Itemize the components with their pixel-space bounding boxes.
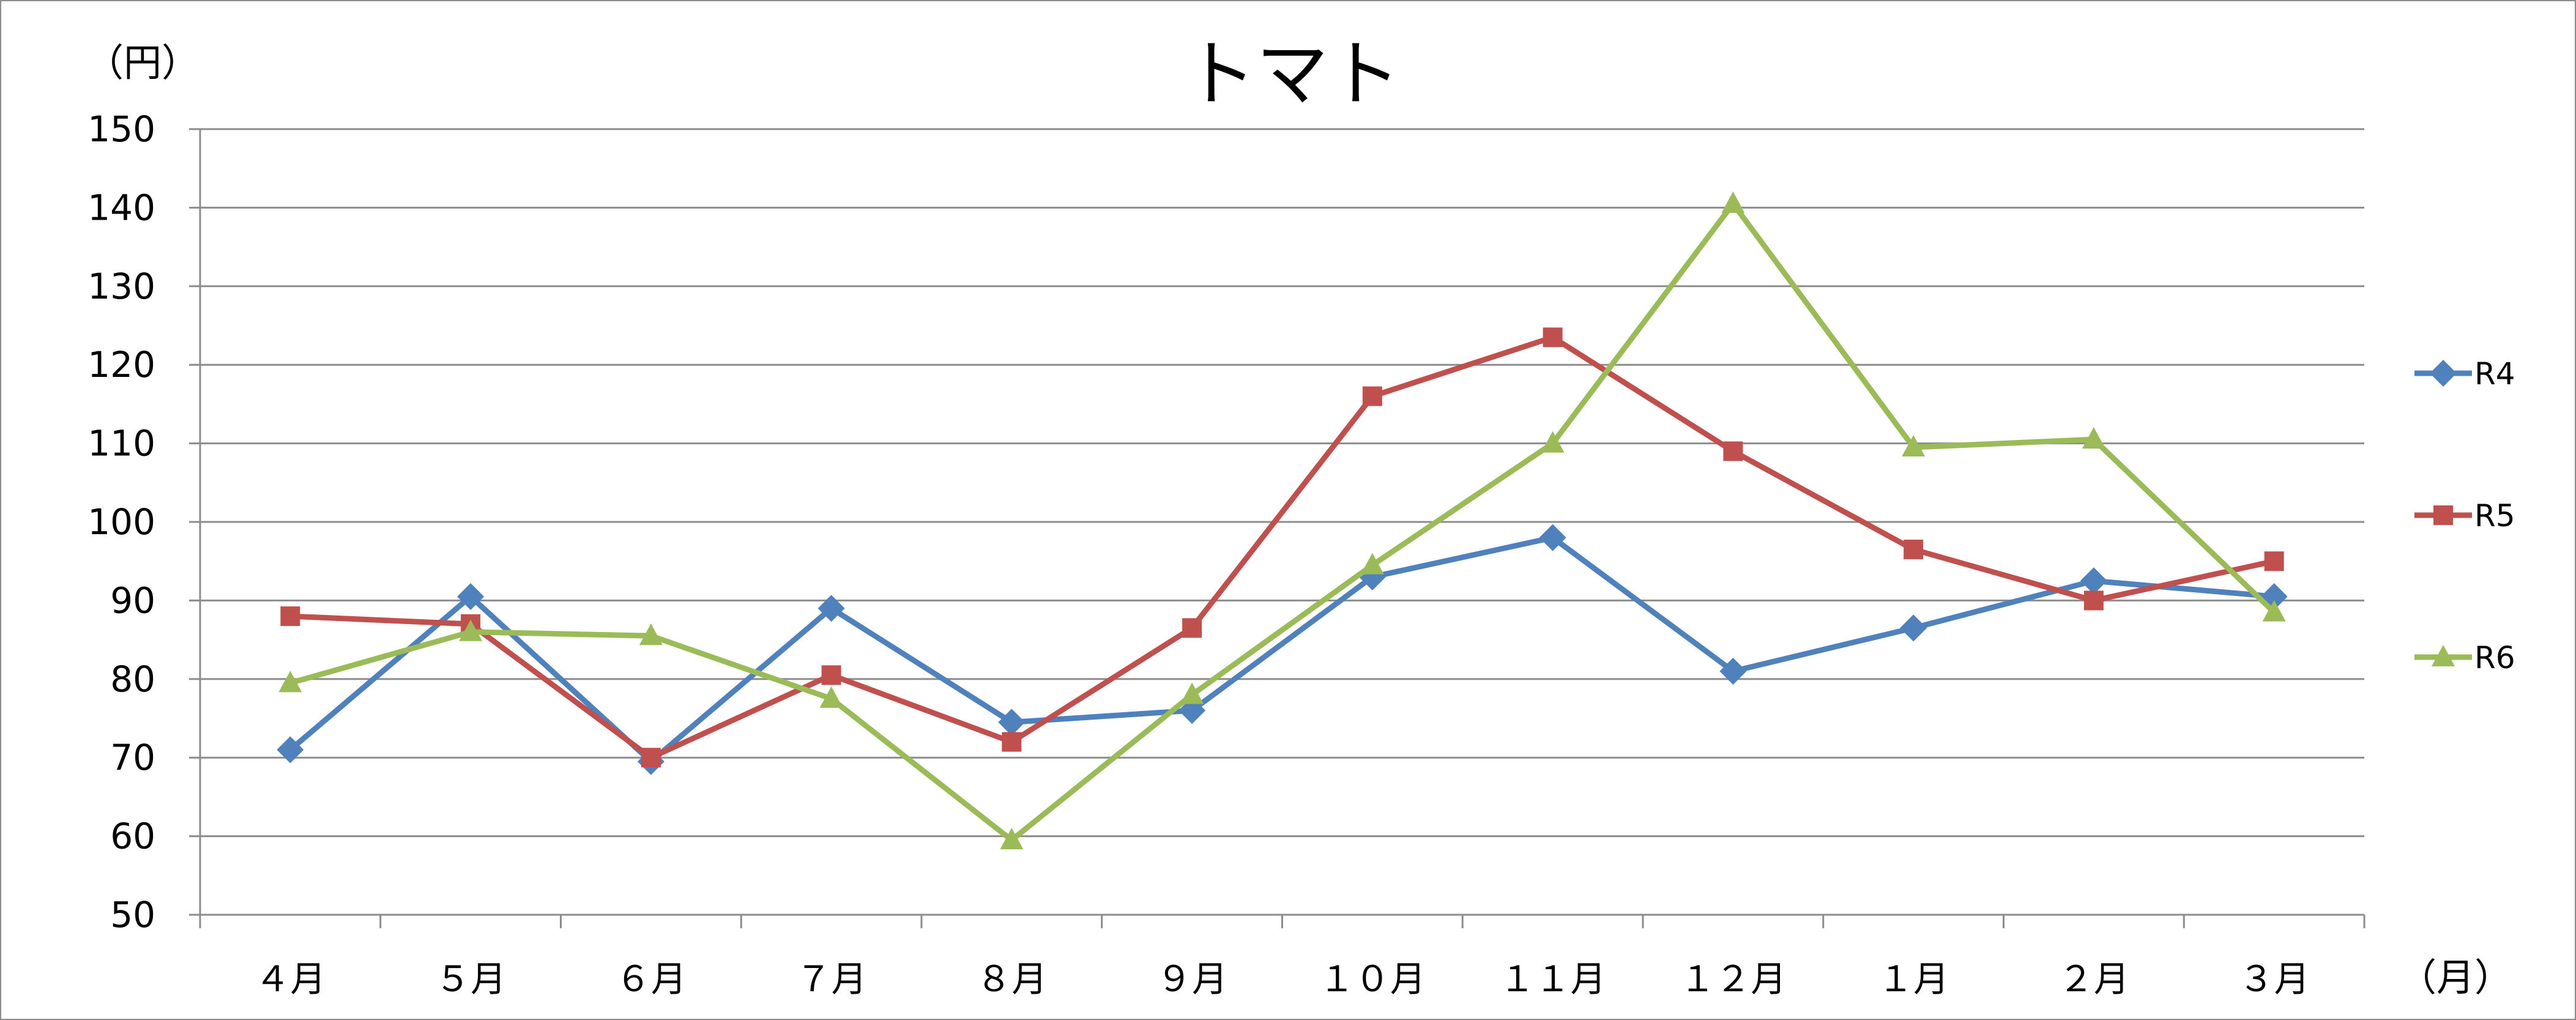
series-lines xyxy=(277,191,2288,850)
legend-label: R4 xyxy=(2474,356,2515,392)
y-tick-label: 150 xyxy=(87,108,155,150)
y-tick-label: 80 xyxy=(110,658,155,700)
y-tick-label: 60 xyxy=(110,816,155,857)
data-point xyxy=(1904,539,1924,559)
gridlines xyxy=(200,128,2364,838)
legend-item-r4: R4 xyxy=(2414,356,2515,392)
data-point xyxy=(1719,657,1747,685)
x-tick-label: ３月 xyxy=(2239,958,2310,1000)
legend-marker xyxy=(2432,645,2455,666)
data-point xyxy=(2082,427,2105,449)
x-tick-label: １月 xyxy=(1878,958,1949,1000)
data-point xyxy=(1902,435,1926,457)
x-tick-label: ２月 xyxy=(2058,958,2129,1000)
x-tick-label: ８月 xyxy=(976,958,1047,1000)
y-tick-label: 130 xyxy=(87,266,155,307)
chart-title: トマト xyxy=(1184,32,1401,116)
data-point xyxy=(1541,431,1565,453)
series-line-r6 xyxy=(289,201,2276,843)
series-line-r4 xyxy=(288,535,2275,765)
y-tick-labels: 50 60 70 80 90 100 110 120 130 140 150 xyxy=(87,108,155,936)
x-tick-label: ４月 xyxy=(255,958,326,1000)
y-tick-label: 90 xyxy=(110,579,155,621)
y-axis-unit-label: （円） xyxy=(86,40,199,85)
axes xyxy=(189,128,2366,928)
x-tick-label: ７月 xyxy=(796,958,867,1000)
data-point xyxy=(819,686,843,708)
y-tick-label: 70 xyxy=(110,737,155,778)
y-tick-label: 110 xyxy=(87,423,155,464)
series-r6 xyxy=(278,191,2286,850)
data-point xyxy=(1362,386,1382,406)
data-point xyxy=(998,709,1026,736)
data-point xyxy=(1721,191,1745,213)
x-tick-label: ５月 xyxy=(435,958,506,1000)
data-point xyxy=(1360,553,1384,575)
data-point xyxy=(457,583,485,610)
data-point xyxy=(1723,441,1743,461)
legend-marker xyxy=(2433,505,2453,525)
data-point xyxy=(821,665,841,685)
x-tick-label: １１月 xyxy=(1500,958,1606,1000)
y-tick-label: 50 xyxy=(110,894,155,936)
data-point xyxy=(817,595,845,622)
data-point xyxy=(459,619,483,641)
data-point xyxy=(278,671,302,693)
data-point xyxy=(1539,524,1566,551)
data-point xyxy=(2262,600,2286,622)
data-point xyxy=(1180,682,1204,704)
x-tick-labels: ４月 ５月 ６月 ７月 ８月 ９月 １０月 １１月 １２月 １月 ２月 ３月 xyxy=(255,958,2309,1000)
legend: R4 R5 R6 xyxy=(2414,356,2515,676)
series-r4 xyxy=(277,524,2288,775)
legend-label: R5 xyxy=(2474,498,2515,534)
x-axis-unit-label: （月） xyxy=(2399,955,2512,1000)
y-tick-label: 100 xyxy=(87,501,155,543)
data-point xyxy=(1182,618,1202,638)
data-point xyxy=(641,748,661,768)
x-tick-label: １２月 xyxy=(1680,958,1786,1000)
legend-label: R6 xyxy=(2474,640,2515,676)
data-point xyxy=(2080,567,2107,595)
data-point xyxy=(1002,732,1022,752)
y-tick-label: 140 xyxy=(87,187,155,228)
data-point xyxy=(2264,551,2284,571)
legend-item-r6: R6 xyxy=(2414,640,2515,676)
x-tick-label: ９月 xyxy=(1156,958,1227,1000)
data-point xyxy=(639,624,663,646)
series-line-r5 xyxy=(290,334,2275,761)
x-tick-label: ６月 xyxy=(616,958,687,1000)
data-point xyxy=(280,606,300,627)
legend-marker xyxy=(2430,360,2457,387)
data-point xyxy=(1000,828,1024,850)
data-point xyxy=(277,736,304,764)
y-tick-label: 120 xyxy=(87,344,155,385)
legend-item-r5: R5 xyxy=(2414,498,2515,534)
data-point xyxy=(1543,327,1563,348)
data-point xyxy=(1900,614,1927,642)
x-tick-label: １０月 xyxy=(1319,958,1426,1000)
series-r5 xyxy=(280,327,2284,768)
data-point xyxy=(2083,590,2104,611)
